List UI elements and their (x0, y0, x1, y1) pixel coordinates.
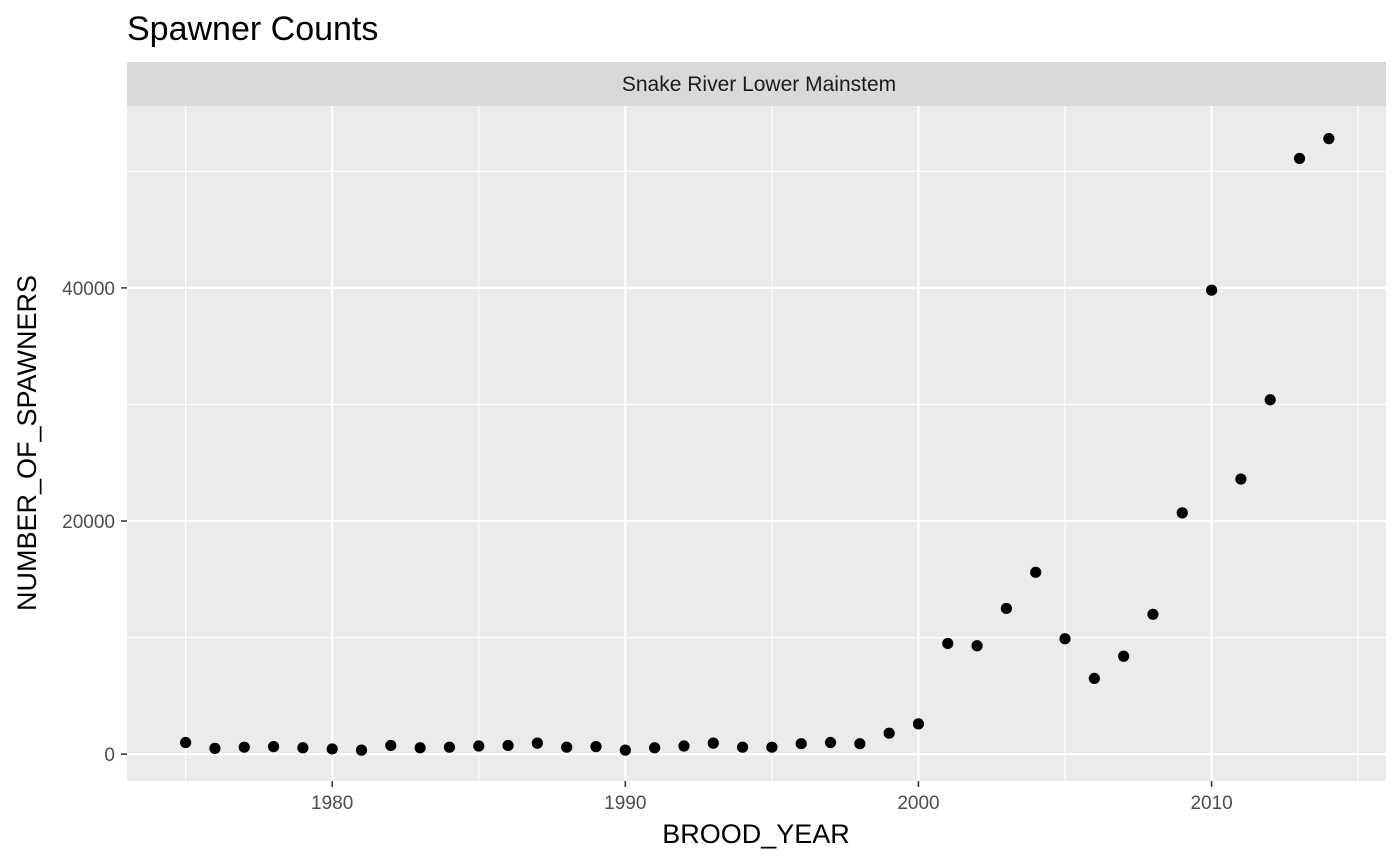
data-point (531, 737, 543, 749)
data-point (1235, 473, 1247, 485)
data-point (355, 744, 368, 756)
major-gridlines (127, 106, 1386, 781)
data-point (707, 737, 719, 749)
chart-title: Spawner Counts (127, 10, 378, 48)
data-point (1118, 650, 1130, 662)
data-point (854, 738, 866, 750)
data-point (649, 742, 661, 754)
data-point (1088, 672, 1100, 685)
y-tick-label: 20000 (62, 512, 115, 533)
x-axis: 1980 1990 2000 2010 (311, 781, 1233, 814)
data-point (297, 742, 309, 754)
data-point (561, 741, 573, 753)
data-point (678, 740, 690, 752)
data-point (619, 744, 631, 756)
data-points (180, 133, 1335, 756)
data-point (1147, 608, 1159, 620)
data-point (1293, 152, 1306, 165)
y-axis: 0 20000 40000 (62, 279, 127, 766)
data-point (766, 741, 778, 753)
data-point (1323, 133, 1335, 145)
facet-strip-label: Snake River Lower Mainstem (622, 73, 896, 96)
x-tick-label: 1990 (604, 793, 646, 814)
y-tick-label: 0 (104, 745, 115, 766)
data-point (1264, 394, 1276, 406)
data-point (942, 637, 954, 650)
data-point (326, 743, 338, 755)
data-point (1176, 507, 1188, 519)
x-tick-label: 2000 (897, 793, 939, 814)
data-point (267, 741, 280, 753)
data-point (590, 741, 602, 753)
data-point (1000, 602, 1012, 615)
data-point (736, 741, 749, 753)
data-point (443, 741, 456, 753)
data-point (1205, 284, 1218, 296)
data-point (1030, 566, 1042, 578)
data-point (209, 742, 221, 754)
x-tick-label: 1980 (311, 793, 353, 814)
y-tick-label: 40000 (62, 279, 115, 300)
data-point (824, 736, 837, 749)
plot-panel (127, 106, 1386, 781)
x-tick-label: 2010 (1190, 793, 1232, 814)
data-point (795, 738, 807, 750)
data-point (414, 742, 426, 754)
facet-strip (127, 62, 1386, 106)
data-point (180, 736, 192, 749)
data-point (971, 640, 983, 652)
data-point (1059, 633, 1071, 645)
data-point (473, 740, 485, 752)
data-point (502, 739, 514, 752)
x-axis-title: BROOD_YEAR (662, 819, 850, 849)
data-point (912, 718, 925, 730)
data-point (385, 739, 397, 752)
y-axis-title: NUMBER_OF_SPAWNERS (12, 275, 42, 611)
data-point (238, 741, 250, 753)
minor-gridlines (127, 106, 1386, 781)
data-point (883, 727, 895, 739)
